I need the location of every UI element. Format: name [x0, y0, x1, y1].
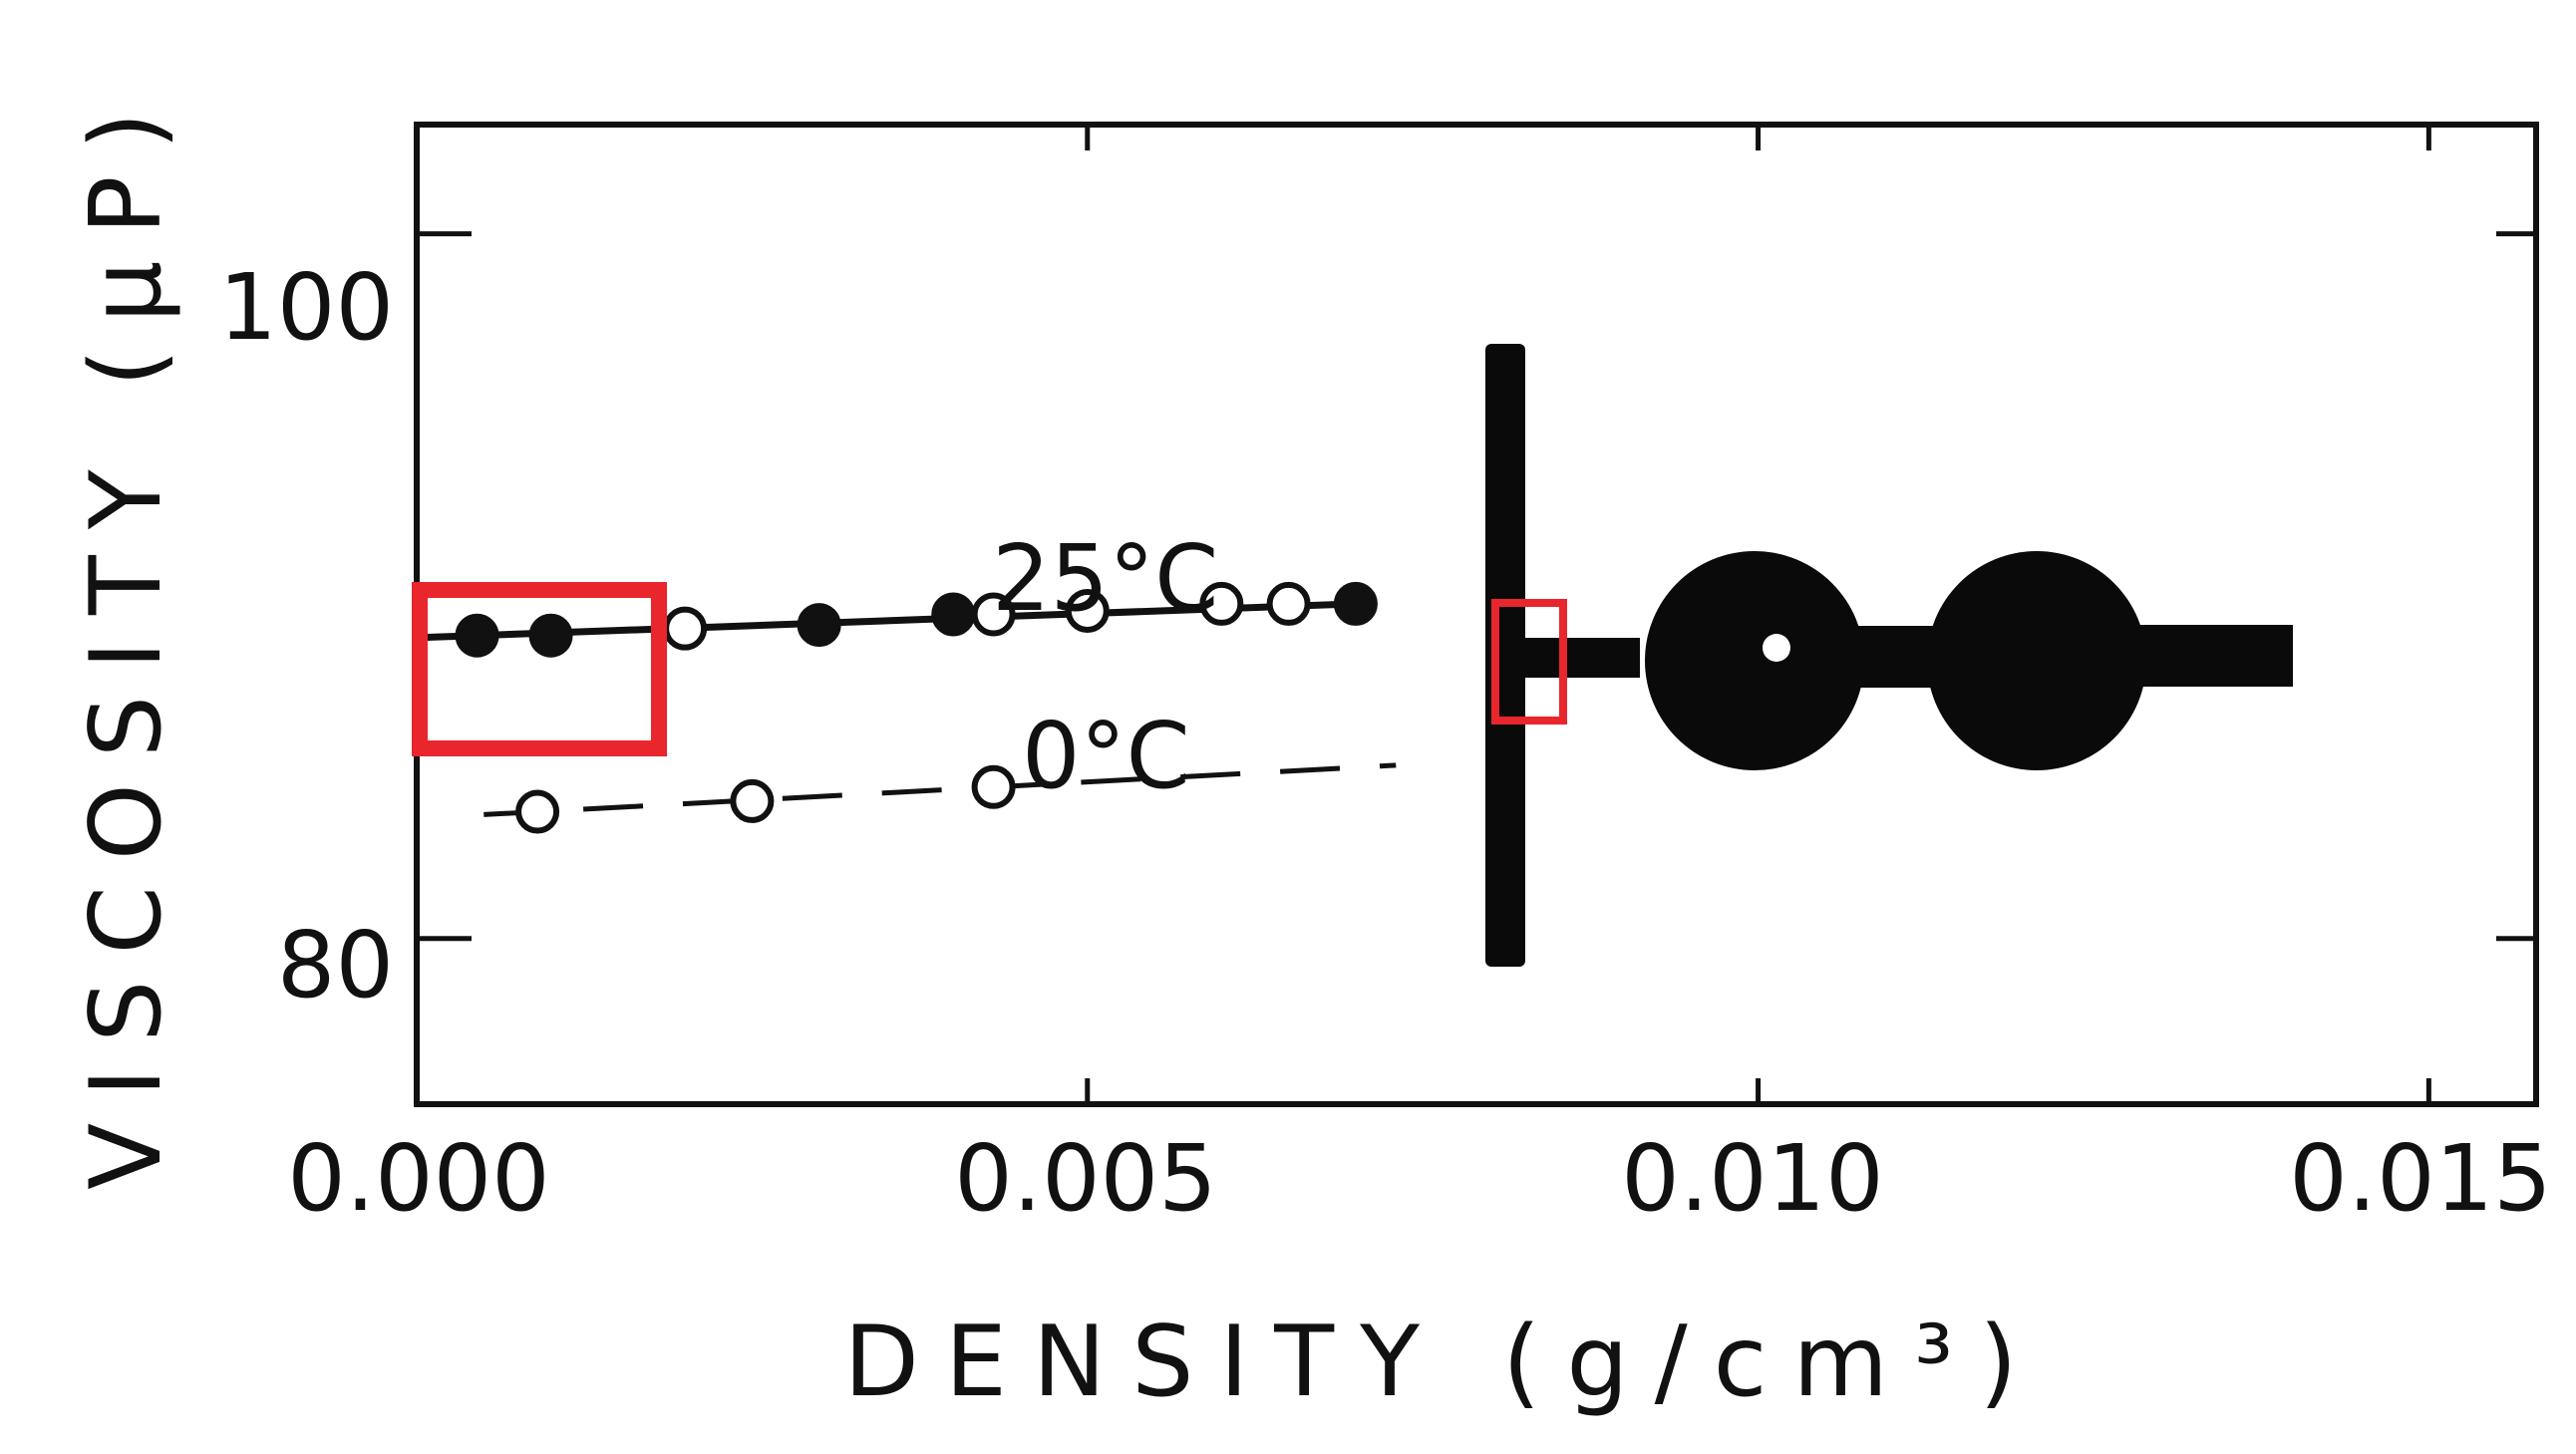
x-tick-label-3: 0.015 [2289, 1125, 2551, 1232]
data-point-s0-3 [797, 603, 841, 648]
data-point-s0-8 [1266, 581, 1311, 626]
x-tick-label-2: 0.010 [1621, 1125, 1883, 1232]
highlight-box-left [412, 582, 667, 756]
data-point-s0-5 [971, 592, 1016, 637]
data-point-s0-0 [455, 613, 499, 658]
data-point-s0-4 [931, 592, 976, 637]
data-point-s0-7 [1199, 581, 1244, 626]
data-point-s0-6 [1065, 588, 1110, 633]
data-point-s1-0 [515, 789, 560, 834]
series-lines [423, 600, 1397, 817]
data-markers [455, 581, 1378, 834]
axis-ticks [414, 125, 2536, 1104]
data-point-s0-9 [1333, 581, 1378, 626]
x-tick-label-0: 0.000 [287, 1125, 549, 1232]
series-label-0c: 0°C [1022, 703, 1190, 809]
data-point-s1-2 [971, 764, 1016, 809]
highlight-box-small [1491, 599, 1567, 725]
x-axis-title: DENSITY (g/cm³) [844, 1306, 2044, 1419]
data-point-s0-1 [528, 613, 573, 658]
x-tick-label-1: 0.005 [954, 1125, 1216, 1232]
scan-artifact-blob [1485, 344, 2293, 967]
data-point-s0-2 [663, 606, 708, 651]
y-tick-label-80: 80 [277, 912, 394, 1018]
plot-frame [414, 122, 2539, 1107]
series-line-1 [483, 762, 1397, 817]
y-axis-title: VISCOSITY (μP) [70, 86, 183, 1190]
data-point-s1-1 [730, 778, 775, 823]
y-tick-label-100: 100 [218, 254, 394, 361]
series-line-0 [423, 600, 1357, 642]
series-label-25c: 25°C [992, 525, 1218, 632]
